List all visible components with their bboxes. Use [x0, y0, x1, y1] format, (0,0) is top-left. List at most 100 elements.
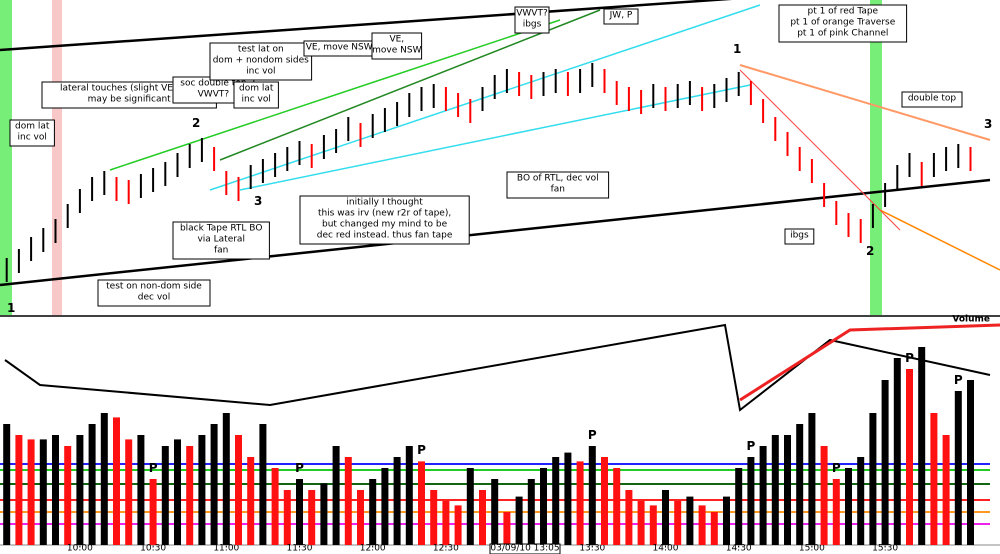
annotation-box: [371, 32, 423, 60]
volume-bar: [283, 490, 291, 545]
volume-bar: [332, 446, 340, 545]
annotation-text: pt 1 of orange Traverse: [790, 18, 895, 28]
volume-bar: [552, 457, 560, 545]
volume-bar: [918, 347, 926, 545]
volume-bar: [454, 505, 462, 545]
annotation-text: inc vol: [18, 133, 47, 143]
volume-bar: [857, 457, 865, 545]
volume-bar: [76, 435, 84, 545]
x-tick-label: 13:30: [579, 544, 605, 554]
annotation-text: via Lateral: [197, 235, 245, 245]
volume-marker: P: [295, 461, 304, 475]
annotation-text: dec vol: [138, 293, 170, 303]
session-band: [870, 0, 882, 315]
annotation: VE, move NSW: [303, 40, 375, 57]
wave-label: 1: [733, 42, 741, 56]
volume-bar: [930, 413, 938, 545]
annotation-text: dom lat: [239, 84, 274, 94]
volume-marker: P: [747, 439, 756, 453]
volume-bar: [247, 457, 255, 545]
volume-bar: [845, 468, 852, 545]
annotation-text: ibgs: [790, 231, 809, 241]
annotation-text: ibgs: [523, 20, 542, 30]
volume-bar: [686, 496, 694, 545]
wave-label: 2: [192, 116, 200, 130]
volume-bar: [540, 468, 547, 545]
volume-bar: [759, 446, 767, 545]
volume-bar: [88, 424, 96, 545]
volume-bar: [479, 490, 486, 545]
annotation-text: soc double top: [180, 79, 247, 89]
volume-bar: [39, 439, 47, 545]
volume-bar: [308, 490, 316, 545]
annotation-text: dec red instead. thus fan tape: [317, 231, 453, 241]
annotation-text: VE, move NSW: [306, 43, 373, 53]
volume-bar: [942, 435, 950, 545]
volume-bar: [820, 446, 828, 545]
volume-bar: [796, 424, 804, 545]
annotation-text: pt 1 of pink Channel: [797, 29, 888, 39]
trend-line: [109, 19, 561, 171]
annotation-text: test lat on: [238, 45, 284, 55]
volume-bar: [161, 446, 169, 545]
volume-marker: P: [954, 373, 963, 387]
annotation-text: inc vol: [246, 67, 275, 77]
annotation-box: [901, 91, 963, 108]
volume-bar: [662, 490, 669, 545]
wave-label: 3: [984, 117, 992, 131]
annotation-text: dom + nondom sides: [213, 56, 309, 66]
annotation-box: [603, 8, 639, 25]
volume-bar: [235, 435, 242, 545]
annotation-text: dom lat: [15, 122, 50, 132]
volume-bar: [27, 439, 35, 545]
annotation-text: black Tape RTL BO: [180, 224, 262, 234]
x-tick-label: 14:30: [726, 544, 752, 554]
annotation-text: BO of RTL, dec vol: [517, 174, 599, 184]
volume-marker: P: [588, 428, 597, 442]
volume-bar: [674, 501, 682, 545]
volume-bar: [967, 380, 974, 545]
volume-bar: [881, 380, 889, 545]
volume-bar: [430, 490, 438, 545]
volume-bar: [125, 439, 133, 545]
annotation-box: [209, 42, 313, 81]
volume-bar: [503, 512, 511, 545]
trend-line: [209, 4, 761, 191]
volume-bar: [381, 468, 389, 545]
volume-bar: [137, 435, 145, 545]
volume-marker: P: [832, 461, 841, 475]
volume-marker: P: [149, 461, 158, 475]
volume-bar: [747, 457, 755, 545]
volume-bar: [784, 435, 791, 545]
volume-bar: [832, 479, 840, 545]
volume-bar: [710, 512, 718, 545]
date-box: [489, 543, 561, 554]
volume-bar: [698, 505, 706, 545]
volume-bar: [893, 358, 901, 545]
volume-bar: [418, 461, 425, 545]
annotation-text: VWVT?: [516, 9, 548, 19]
annotation-box: [778, 4, 908, 43]
volume-bar: [954, 391, 962, 545]
volume-bar: [515, 496, 523, 545]
annotation-text: fan: [551, 185, 565, 195]
trend-line: [0, 0, 733, 52]
volume-bar: [296, 479, 303, 545]
annotation: double top: [901, 91, 963, 108]
volume-bar: [369, 479, 377, 545]
x-tick-label: 15:00: [799, 544, 825, 554]
volume-bar: [637, 501, 645, 545]
annotation-text: initially I thought: [346, 198, 423, 208]
annotation-box: [784, 228, 815, 245]
annotation-text: may be significant: [88, 95, 172, 105]
x-tick-label: 14:00: [653, 544, 679, 554]
volume-bar: [601, 457, 608, 545]
volume-title: Volume: [952, 315, 990, 325]
annotation: JW, P: [603, 8, 639, 25]
x-tick-label: 12:30: [433, 544, 459, 554]
